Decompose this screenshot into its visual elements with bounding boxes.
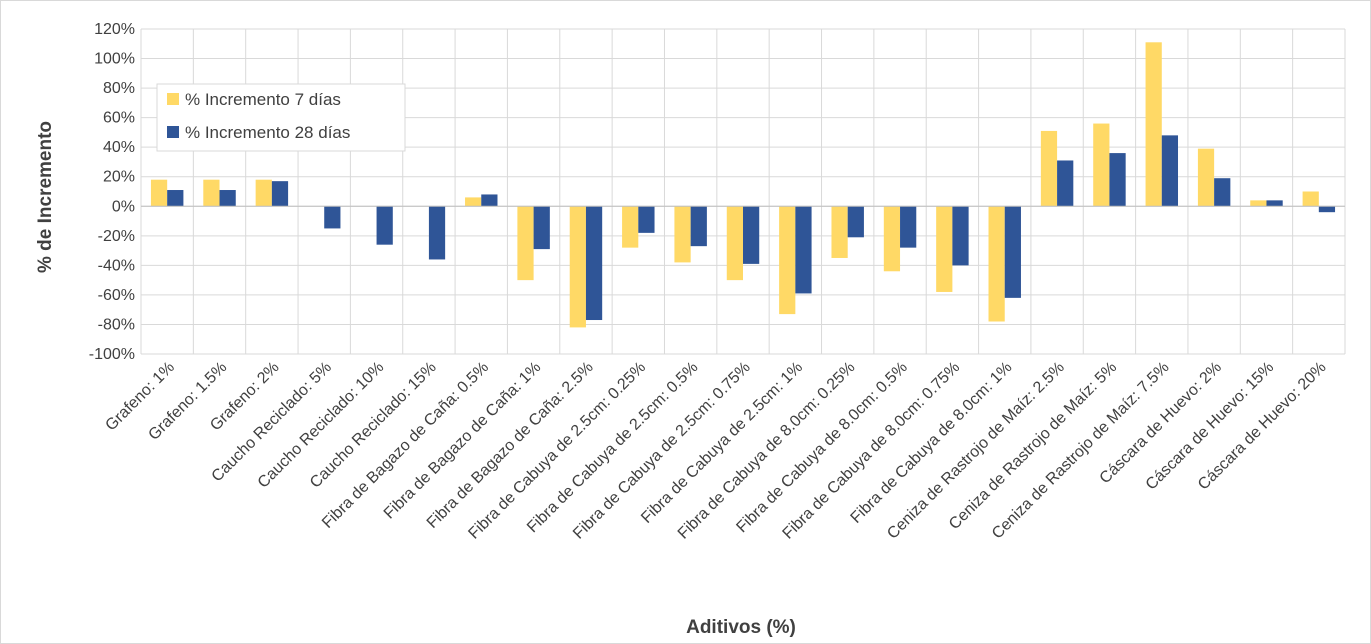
y-tick-label: -60% <box>98 287 135 304</box>
y-tick-label: 20% <box>103 169 135 186</box>
legend-box <box>156 83 406 152</box>
bar-28-dias <box>585 206 603 321</box>
bar-7-dias <box>150 179 168 207</box>
bar-7-dias <box>465 197 482 207</box>
bar-28-dias <box>1214 178 1231 207</box>
legend-swatch-7-dias <box>167 93 179 105</box>
x-tick-labels: Grafeno: 1%Grafeno: 1.5%Grafeno: 2%Cauch… <box>102 359 1329 543</box>
legend-swatch-28-dias <box>167 126 179 138</box>
bar-28-dias <box>271 181 289 207</box>
bar-7-dias <box>936 206 953 292</box>
bar-7-dias <box>831 206 848 258</box>
legend: % Incremento 7 días % Incremento 28 días <box>156 83 406 152</box>
bar-28-dias <box>743 206 760 264</box>
bar-28-dias <box>167 190 184 207</box>
bar-7-dias <box>674 206 691 263</box>
bar-7-dias <box>569 206 586 328</box>
legend-label-28-dias: % Incremento 28 días <box>185 123 350 142</box>
bar-28-dias <box>1109 153 1126 207</box>
y-tick-label: 120% <box>94 21 135 38</box>
bar-7-dias <box>517 206 534 281</box>
x-axis-title: Aditivos (%) <box>686 617 796 638</box>
bars <box>150 42 1336 328</box>
y-tick-label: -100% <box>89 346 135 363</box>
bar-7-dias <box>1145 42 1162 207</box>
bar-28-dias <box>638 206 655 233</box>
y-tick-label: -20% <box>98 228 135 245</box>
bar-28-dias <box>847 206 864 238</box>
bar-28-dias <box>1318 206 1336 213</box>
bar-7-dias <box>1197 148 1215 207</box>
bar-28-dias <box>219 190 236 207</box>
bar-28-dias <box>376 206 393 245</box>
bar-7-dias <box>1040 130 1058 207</box>
bar-28-dias <box>1004 206 1021 298</box>
bar-7-dias <box>1302 191 1319 207</box>
y-tick-label: 60% <box>103 110 135 127</box>
bar-28-dias <box>1266 200 1283 207</box>
y-tick-label: -40% <box>98 257 135 274</box>
bar-7-dias <box>622 206 639 248</box>
legend-label-7-dias: % Incremento 7 días <box>185 90 341 109</box>
y-tick-labels: -100% -80% -60% -40% -20% 0% 20% 40% 60% 80% 100% 1… <box>89 21 135 363</box>
bar-28-dias <box>900 206 917 248</box>
bar-28-dias <box>1057 160 1074 207</box>
bar-28-dias <box>533 206 550 250</box>
bar-28-dias <box>952 206 969 266</box>
y-tick-label: 40% <box>103 139 135 156</box>
bar-28-dias <box>324 206 341 229</box>
bar-28-dias <box>481 194 498 207</box>
bar-7-dias <box>1250 200 1267 207</box>
y-tick-label: 80% <box>103 80 135 97</box>
bar-28-dias <box>795 206 812 294</box>
bar-7-dias <box>1093 123 1110 207</box>
bar-7-dias <box>203 179 220 207</box>
y-tick-label: 0% <box>112 198 135 215</box>
bar-7-dias <box>988 206 1005 322</box>
y-tick-label: -80% <box>98 316 135 333</box>
y-axis-title: % de Incremento <box>35 121 56 273</box>
bar-7-dias <box>779 206 796 315</box>
bar-7-dias <box>883 206 901 272</box>
bar-28-dias <box>428 206 446 260</box>
bar-28-dias <box>690 206 707 247</box>
y-tick-label: 100% <box>94 51 135 68</box>
bar-7-dias <box>726 206 743 281</box>
bar-7-dias <box>255 179 272 207</box>
bar-28-dias <box>1161 135 1179 207</box>
